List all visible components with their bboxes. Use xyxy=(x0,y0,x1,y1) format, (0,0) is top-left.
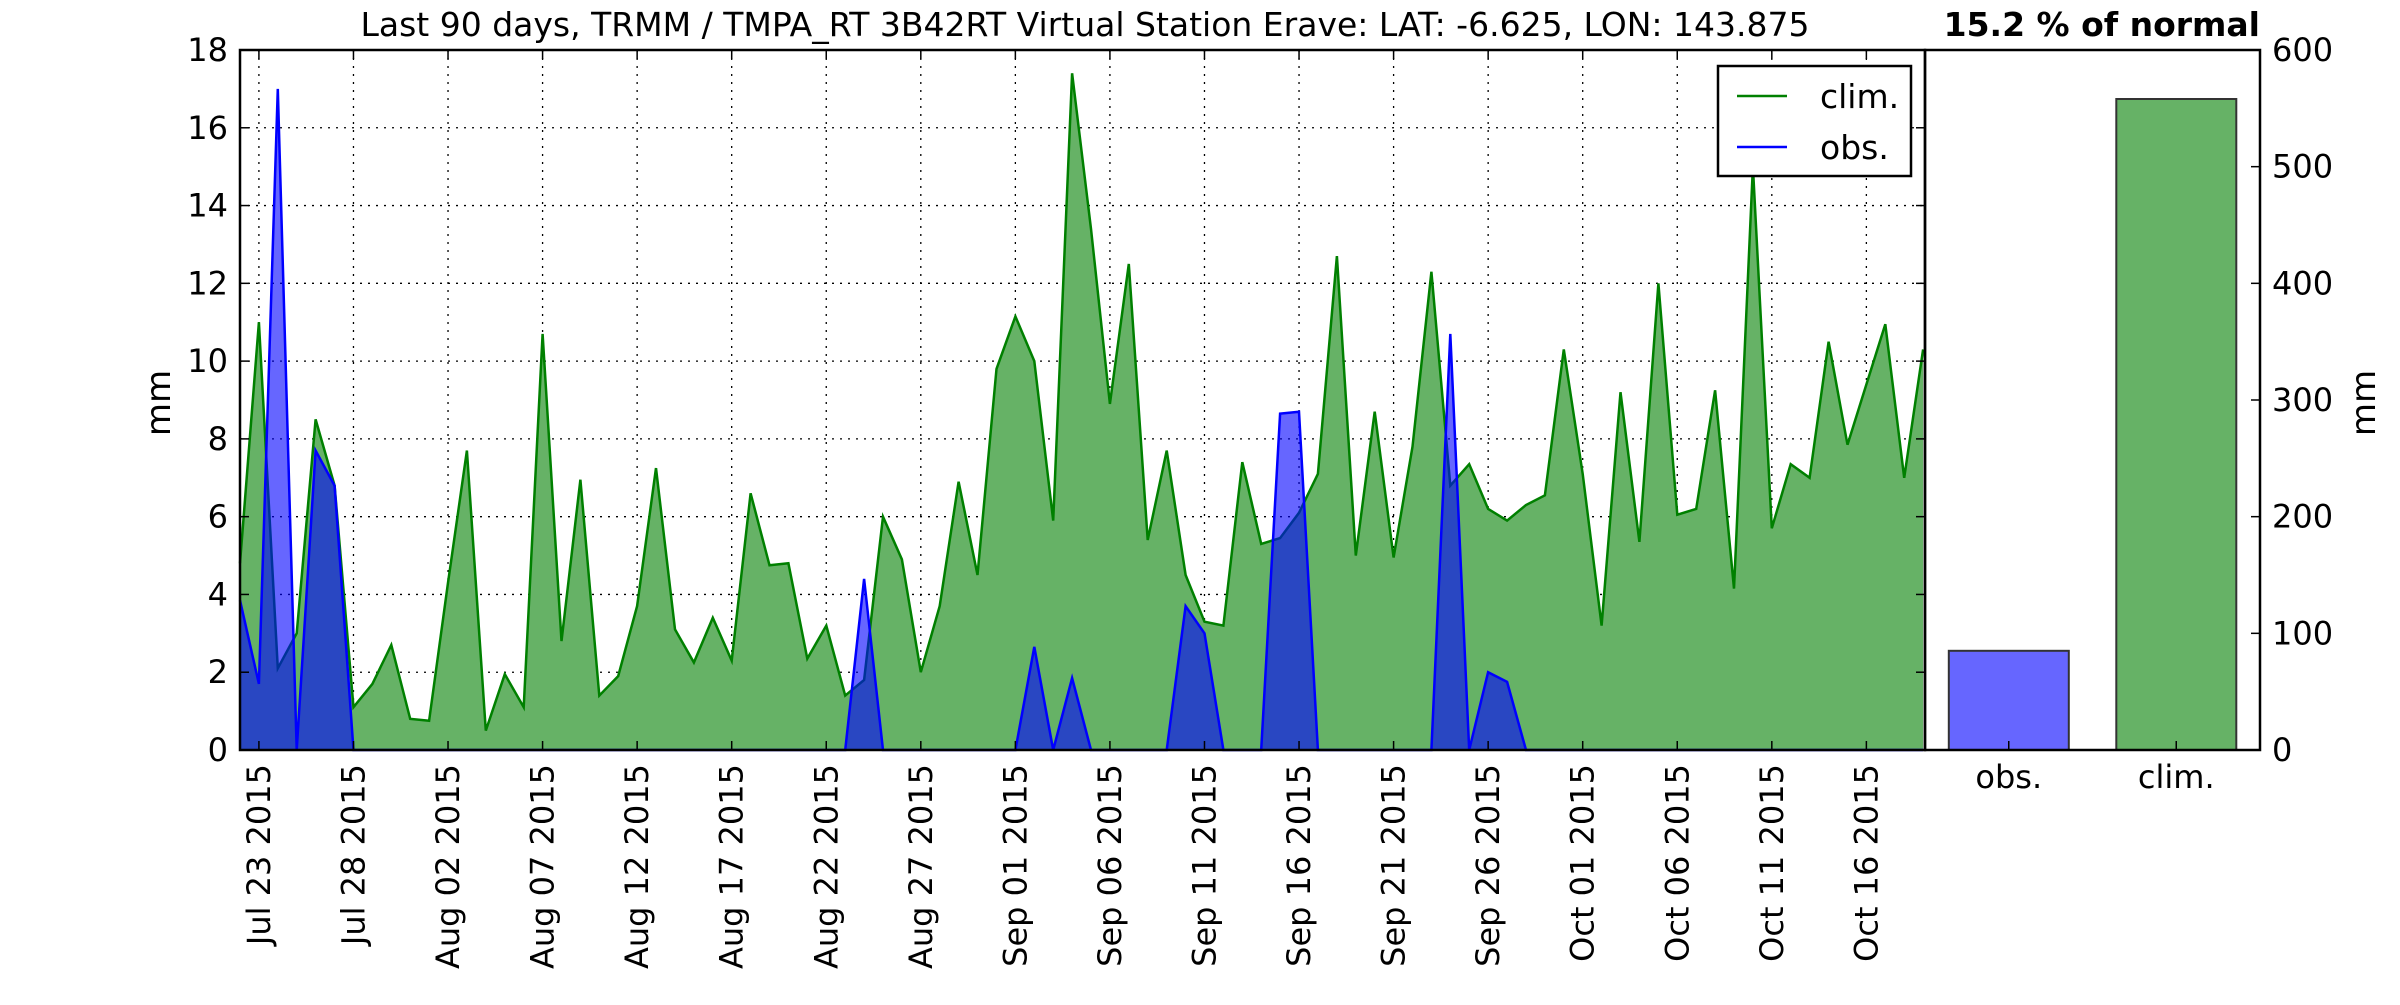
x-tick-label: Oct 16 2015 xyxy=(1847,764,1885,962)
x-tick-label: Sep 06 2015 xyxy=(1091,764,1129,967)
y-tick-label: 2 xyxy=(208,653,228,691)
bar-y-tick-label: 0 xyxy=(2272,731,2292,769)
bar-y-tick-label: 600 xyxy=(2272,31,2333,69)
x-tick-label: Jul 23 2015 xyxy=(240,764,278,947)
x-tick-label: Oct 11 2015 xyxy=(1753,764,1791,962)
x-tick-label: Sep 16 2015 xyxy=(1280,764,1318,967)
bar-obs xyxy=(1949,651,2069,750)
x-tick-label: Sep 21 2015 xyxy=(1375,764,1413,967)
bar-chart: obs. clim. 0 100 200 300 400 500 600 xyxy=(1925,31,2333,796)
bar-y-tick-label: 200 xyxy=(2272,498,2333,536)
bar-category-label: clim. xyxy=(2138,758,2215,796)
y-tick-label: 18 xyxy=(187,31,228,69)
clim-series xyxy=(240,73,1923,750)
bar-y-tick-label: 300 xyxy=(2272,381,2333,419)
bar-category-label: obs. xyxy=(1975,758,2042,796)
y-tick-label: 8 xyxy=(208,420,228,458)
legend-label-obs: obs. xyxy=(1820,128,1889,167)
x-tick-label: Sep 26 2015 xyxy=(1469,764,1507,967)
y-tick-label: 0 xyxy=(208,731,228,769)
x-tick-label: Oct 06 2015 xyxy=(1658,764,1696,962)
bar-y-tick-label: 500 xyxy=(2272,148,2333,186)
y-tick-label: 4 xyxy=(208,575,228,613)
x-tick-label: Aug 22 2015 xyxy=(807,764,845,969)
bar-y-tick-label: 400 xyxy=(2272,264,2333,302)
x-tick-label: Aug 07 2015 xyxy=(524,764,562,969)
y-tick-label: 12 xyxy=(187,264,228,302)
x-tick-label: Oct 01 2015 xyxy=(1564,764,1602,962)
time-series-y-axis-label: mm xyxy=(139,370,179,436)
x-tick-label: Aug 02 2015 xyxy=(429,764,467,969)
x-tick-label: Aug 17 2015 xyxy=(713,764,751,969)
bar-clim xyxy=(2116,99,2236,750)
bar-chart-y-axis-label: mm xyxy=(2344,370,2384,436)
legend-label-clim: clim. xyxy=(1820,77,1899,116)
x-tick-label: Sep 01 2015 xyxy=(996,764,1034,967)
y-tick-label: 6 xyxy=(208,498,228,536)
x-tick-label: Sep 11 2015 xyxy=(1185,764,1223,967)
y-tick-label: 14 xyxy=(187,187,228,225)
legend: clim. obs. xyxy=(1718,66,1911,176)
y-tick-label: 10 xyxy=(187,342,228,380)
y-tick-label: 16 xyxy=(187,109,228,147)
x-tick-label: Aug 12 2015 xyxy=(618,764,656,969)
x-tick-label: Jul 28 2015 xyxy=(334,764,372,947)
bar-y-tick-label: 100 xyxy=(2272,614,2333,652)
time-series-title: Last 90 days, TRMM / TMPA_RT 3B42RT Virt… xyxy=(361,5,1810,44)
x-tick-label: Aug 27 2015 xyxy=(902,764,940,969)
clim-area xyxy=(240,73,1923,750)
percent-of-normal-title: 15.2 % of normal xyxy=(1944,5,2260,44)
